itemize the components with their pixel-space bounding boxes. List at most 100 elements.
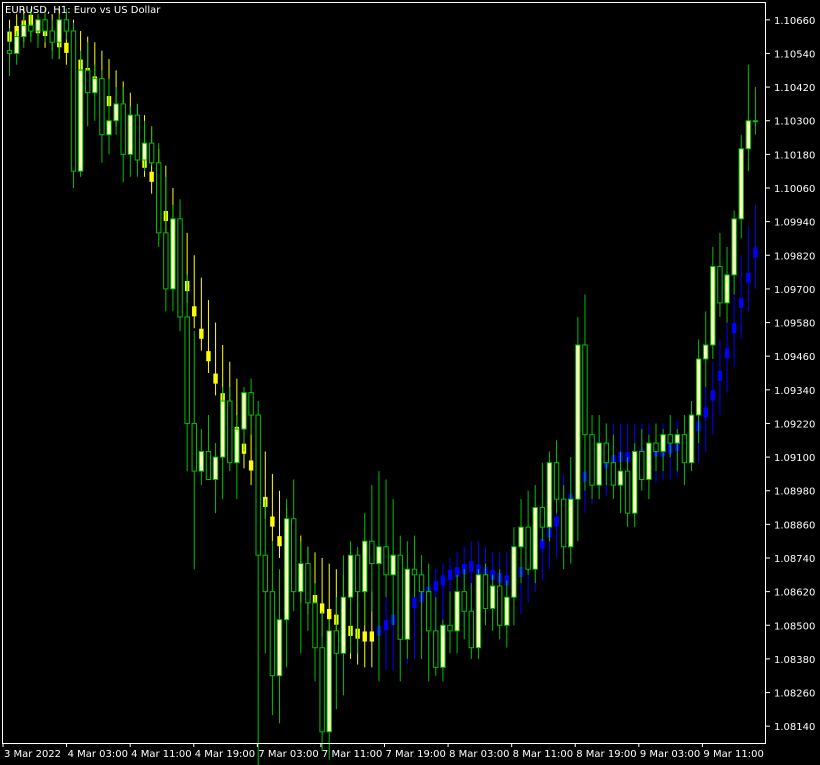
- indicator-bar: [625, 452, 630, 463]
- candle-body: [532, 507, 538, 570]
- y-tick-label: 1.10180: [774, 150, 815, 161]
- indicator-bar: [724, 348, 730, 359]
- candle-body: [340, 596, 347, 654]
- y-tick-label: 1.09700: [774, 285, 815, 296]
- x-tick-label: 4 Mar 03:00: [68, 749, 128, 760]
- candle-body: [461, 591, 467, 612]
- candle-body: [553, 462, 560, 500]
- indicator-bar: [739, 297, 744, 308]
- candle-body: [731, 218, 737, 276]
- indicator-bar: [192, 306, 197, 317]
- candle-body: [667, 434, 673, 444]
- indicator-bar: [746, 272, 751, 283]
- indicator-bar: [554, 516, 559, 527]
- candle-body: [234, 428, 240, 464]
- y-tick-label: 1.08860: [774, 520, 815, 531]
- indicator-bar: [64, 42, 69, 53]
- candle-body: [639, 450, 645, 481]
- indicator-bar: [369, 631, 375, 642]
- candle-body: [319, 647, 325, 733]
- y-tick-label: 1.10300: [774, 117, 815, 128]
- y-tick-label: 1.09580: [774, 319, 815, 330]
- candle-body: [99, 78, 105, 136]
- candle-body: [568, 498, 574, 548]
- y-tick-label: 1.09460: [774, 352, 815, 363]
- candle-body: [610, 462, 617, 486]
- indicator-bar: [149, 171, 154, 182]
- candle-body: [6, 50, 13, 54]
- y-tick-label: 1.09940: [774, 218, 815, 229]
- candle-body: [433, 630, 439, 668]
- chart-title: EURUSD, H1: Euro vs US Dollar: [5, 5, 161, 16]
- indicator-bar: [753, 247, 758, 258]
- x-tick-label: 9 Mar 03:00: [640, 749, 700, 760]
- y-tick-label: 1.08260: [774, 689, 815, 700]
- indicator-bar: [440, 575, 446, 586]
- candle-body: [42, 19, 48, 32]
- candle-body: [418, 574, 425, 593]
- candle-body: [49, 30, 55, 43]
- indicator-bar: [703, 407, 708, 418]
- candle-body: [482, 574, 489, 609]
- candle-body: [525, 526, 531, 570]
- candle-body: [21, 24, 27, 38]
- x-tick-label: 4 Mar 19:00: [195, 749, 255, 760]
- candle-body: [141, 142, 148, 161]
- indicator-bar: [270, 516, 275, 527]
- candle-body: [184, 316, 190, 424]
- candle-body: [276, 619, 283, 677]
- plot-area[interactable]: [6, 8, 759, 765]
- candle-body: [227, 400, 233, 464]
- candle-body: [35, 19, 41, 32]
- y-tick-label: 1.09220: [774, 419, 815, 430]
- price-axis[interactable]: 1.10660 1.10540 1.10420 1.10300 1.10180 1.100…: [766, 16, 815, 733]
- candle-body: [617, 470, 624, 486]
- y-tick-label: 1.08140: [774, 722, 815, 733]
- candle-body: [681, 434, 688, 464]
- candle-body: [212, 456, 219, 481]
- indicator-bar: [454, 566, 460, 578]
- candle-body: [475, 574, 482, 649]
- candle-body: [248, 392, 254, 416]
- candle-body: [70, 30, 77, 172]
- indicator-bar: [504, 575, 510, 586]
- indicator-bar: [319, 603, 325, 614]
- candle-body: [333, 630, 340, 654]
- candle-body: [425, 591, 432, 632]
- indicator-bar: [731, 323, 737, 334]
- candle-body: [241, 392, 247, 430]
- x-tick-label: 4 Mar 11:00: [131, 749, 191, 760]
- candle-body: [92, 78, 98, 94]
- candle-body: [28, 24, 34, 32]
- candle-body: [198, 450, 205, 472]
- x-tick-label: 7 Mar 03:00: [258, 749, 318, 760]
- candle-body: [170, 218, 176, 290]
- y-tick-label: 1.09340: [774, 386, 815, 397]
- indicator-bar: [710, 390, 716, 401]
- candle-body: [291, 518, 297, 593]
- y-tick-label: 1.08740: [774, 554, 815, 565]
- candle-body: [603, 442, 609, 464]
- candle-body: [13, 36, 20, 54]
- candle-body: [383, 546, 389, 576]
- candle-body: [376, 546, 382, 565]
- candle-body: [504, 596, 510, 626]
- candle-body: [582, 344, 588, 436]
- candle-body: [269, 591, 276, 677]
- candle-body: [660, 434, 666, 452]
- time-axis[interactable]: 3 Mar 2022 4 Mar 03:00 4 Mar 11:00 4 Mar 19…: [2, 743, 764, 760]
- candle-body: [560, 498, 567, 548]
- x-tick-label: 8 Mar 19:00: [576, 749, 636, 760]
- indicator-bar: [717, 370, 723, 381]
- x-tick-label: 8 Mar 03:00: [449, 749, 509, 760]
- candle-body: [631, 450, 638, 514]
- candle-body: [134, 114, 141, 161]
- y-tick-label: 1.09820: [774, 251, 815, 262]
- candle-body: [745, 120, 752, 150]
- candle-body: [575, 344, 581, 500]
- indicator-bar: [213, 373, 218, 384]
- candle-body: [717, 265, 723, 304]
- candle-body: [489, 585, 496, 609]
- candle-body: [397, 554, 403, 640]
